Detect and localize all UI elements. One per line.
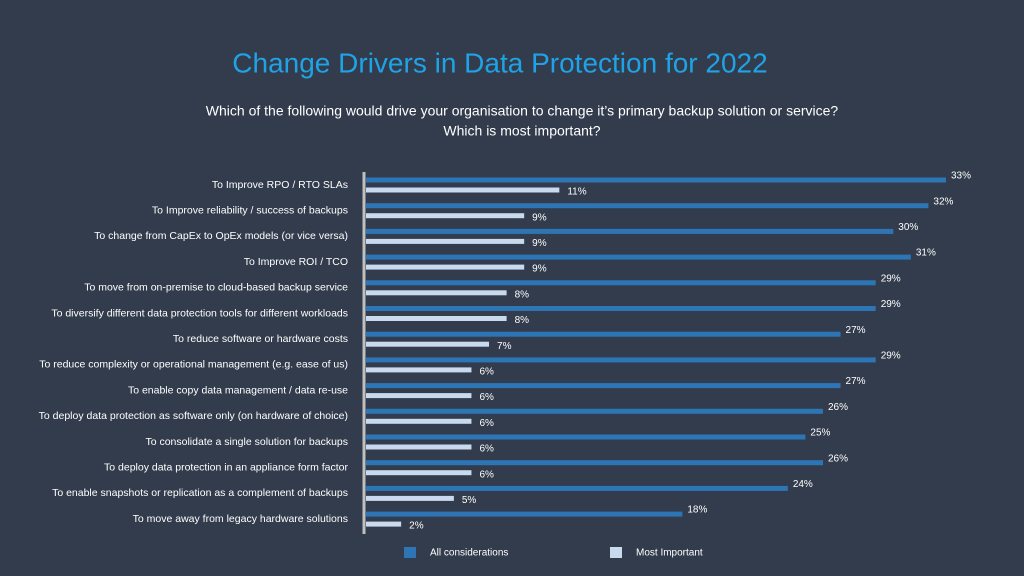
data-label: 29% [881,351,901,362]
data-label: 9% [532,238,547,249]
bar [366,238,525,244]
legend-swatch [404,547,416,558]
subtitle: Which of the following would drive your … [206,103,839,119]
bar [366,393,472,399]
bar [366,177,946,183]
category-label: To diversify different data protection t… [51,307,348,319]
bar [366,306,876,311]
data-label: 30% [898,222,918,233]
data-label: 5% [462,495,477,506]
category-label: To Improve ROI / TCO [244,256,348,268]
bar [366,341,490,347]
category-label: To enable copy data management / data re… [128,384,348,396]
data-label: 6% [479,418,494,429]
category-label: To reduce software or hardware costs [173,333,348,345]
category-label: To deploy data protection in an applianc… [104,461,348,473]
data-label: 24% [793,479,813,490]
bar [366,280,876,286]
chart-title: Change Drivers in Data Protection for 20… [232,47,767,78]
bar [366,495,454,501]
bar [366,521,402,527]
bar [366,460,823,466]
category-label: To Improve RPO / RTO SLAs [212,179,348,191]
bar [366,434,806,440]
data-label: 11% [567,187,586,198]
bar [366,470,472,476]
bar [366,357,876,363]
bar [366,316,507,321]
data-label: 9% [532,212,547,223]
data-label: 29% [881,273,901,284]
bar [366,254,911,260]
data-label: 29% [881,299,901,310]
data-label: 18% [687,505,707,516]
category-label: To Improve reliability / success of back… [152,204,348,216]
bar [366,408,823,414]
data-label: 31% [916,248,936,259]
legend-label: Most Important [636,548,703,559]
bar [366,383,841,389]
bar [366,290,507,296]
category-label: To move away from legacy hardware soluti… [133,513,348,525]
category-label: To enable snapshots or replication as a … [52,487,348,499]
data-label: 2% [409,521,424,532]
data-label: 27% [846,325,866,336]
category-label: To move from on-premise to cloud-based b… [84,282,348,294]
legend-label: All considerations [430,548,508,559]
data-label: 9% [532,264,547,275]
bar [366,418,472,424]
category-label: To reduce complexity or operational mana… [39,359,348,371]
category-label: To change from CapEx to OpEx models (or … [94,230,348,242]
data-label: 6% [479,392,494,403]
data-label: 25% [810,428,830,439]
bar [366,367,472,373]
category-label: To consolidate a single solution for bac… [145,436,348,448]
legend-swatch [610,547,622,558]
data-label: 8% [515,315,530,326]
data-label: 8% [515,289,530,300]
data-label: 6% [479,444,494,455]
data-label: 26% [828,453,848,464]
data-label: 7% [497,341,512,352]
data-label: 33% [951,171,971,182]
data-label: 6% [479,469,494,480]
bar [366,187,560,193]
bar [366,511,683,517]
bar [366,228,894,234]
data-label: 27% [846,376,866,387]
category-label: To deploy data protection as software on… [39,410,348,422]
bar [366,485,788,491]
data-label: 32% [933,196,953,207]
bar [366,331,841,337]
bar [366,264,525,270]
data-label: 26% [828,402,848,413]
subtitle: Which is most important? [443,123,600,139]
data-label: 6% [479,367,494,378]
bar [366,213,525,219]
bar [366,203,929,209]
bar [366,444,472,450]
